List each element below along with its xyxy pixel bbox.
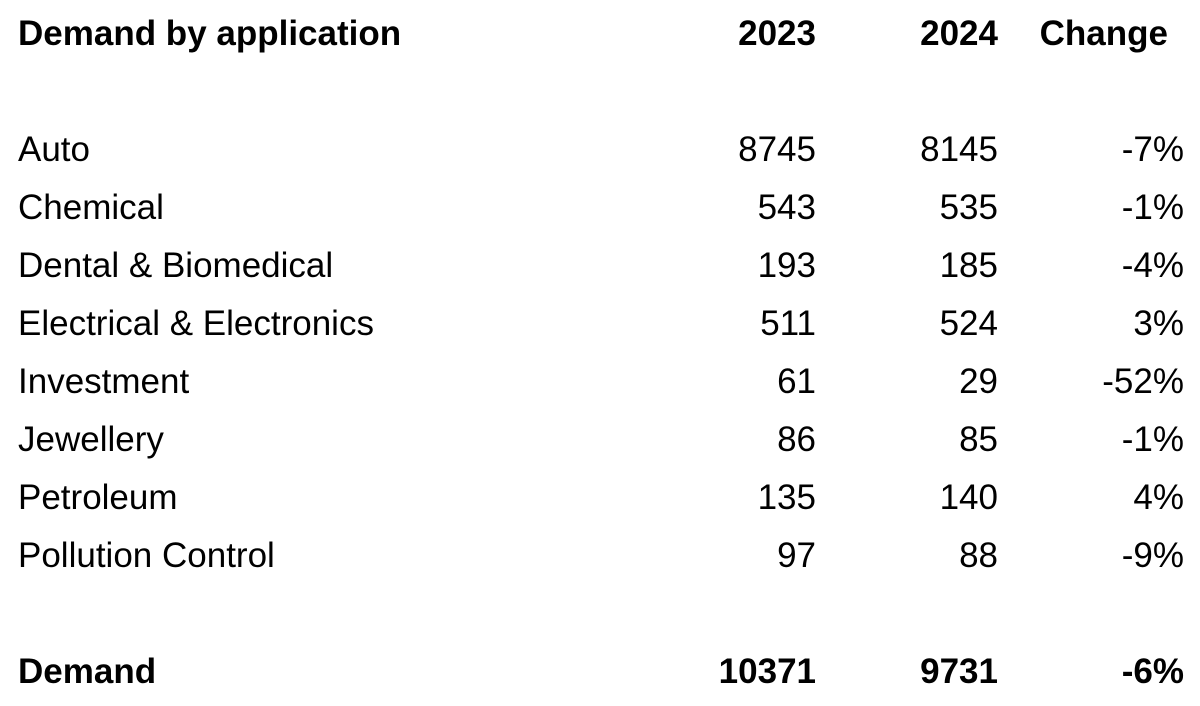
header-2023: 2023 xyxy=(738,14,816,53)
row-value-2023: 511 xyxy=(760,304,816,343)
row-value-2023: 135 xyxy=(757,478,816,517)
total-label: Demand xyxy=(18,652,157,691)
table-row: Investment 61 29 -52% xyxy=(18,358,1188,406)
total-value-2024: 9731 xyxy=(920,652,998,691)
row-value-2023: 543 xyxy=(757,188,816,227)
row-value-2024: 8145 xyxy=(920,130,998,169)
table-row: Electrical & Electronics 511 524 3% xyxy=(18,300,1188,348)
row-value-2024: 535 xyxy=(939,188,998,227)
row-label: Chemical xyxy=(18,188,164,227)
row-value-2023: 86 xyxy=(777,420,816,459)
header-change: Change xyxy=(1039,14,1168,53)
row-value-2024: 140 xyxy=(939,478,998,517)
header-label: Demand by application xyxy=(18,14,402,53)
table-row: Pollution Control 97 88 -9% xyxy=(18,532,1188,580)
row-change: -9% xyxy=(1121,536,1184,575)
total-value-2023: 10371 xyxy=(718,652,816,691)
row-change: -52% xyxy=(1102,362,1184,401)
row-value-2024: 29 xyxy=(959,362,998,401)
row-label: Auto xyxy=(18,130,90,169)
table-row: Dental & Biomedical 193 185 -4% xyxy=(18,242,1188,290)
table-row: Jewellery 86 85 -1% xyxy=(18,416,1188,464)
header-row: Demand by application 2023 2024 Change xyxy=(18,10,1188,58)
total-change: -6% xyxy=(1121,652,1184,691)
row-change: 3% xyxy=(1133,304,1184,343)
row-label: Dental & Biomedical xyxy=(18,246,334,285)
header-2024: 2024 xyxy=(920,14,998,53)
row-value-2024: 85 xyxy=(959,420,998,459)
row-value-2023: 193 xyxy=(757,246,816,285)
row-value-2023: 97 xyxy=(777,536,816,575)
row-label: Petroleum xyxy=(18,478,178,517)
row-label: Electrical & Electronics xyxy=(18,304,374,343)
table-row: Chemical 543 535 -1% xyxy=(18,184,1188,232)
row-change: -4% xyxy=(1121,246,1184,285)
row-change: -1% xyxy=(1121,420,1184,459)
row-change: -1% xyxy=(1121,188,1184,227)
row-value-2024: 524 xyxy=(939,304,998,343)
row-label: Pollution Control xyxy=(18,536,275,575)
row-label: Investment xyxy=(18,362,190,401)
row-value-2024: 88 xyxy=(959,536,998,575)
row-change: 4% xyxy=(1133,478,1184,517)
table-row: Petroleum 135 140 4% xyxy=(18,474,1188,522)
total-row: Demand 10371 9731 -6% xyxy=(18,648,1188,696)
row-value-2023: 8745 xyxy=(738,130,816,169)
table-row: Auto 8745 8145 -7% xyxy=(18,126,1188,174)
row-label: Jewellery xyxy=(18,420,164,459)
demand-table: Demand by application 2023 2024 Change A… xyxy=(18,0,1188,706)
row-change: -7% xyxy=(1121,130,1184,169)
row-value-2024: 185 xyxy=(939,246,998,285)
row-value-2023: 61 xyxy=(777,362,816,401)
